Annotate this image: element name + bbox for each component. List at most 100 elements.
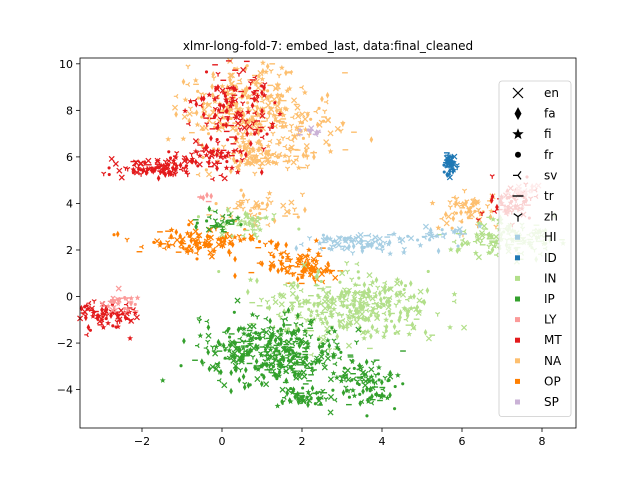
data-point xyxy=(281,94,285,98)
data-point xyxy=(84,314,88,322)
data-point xyxy=(360,247,365,255)
data-point xyxy=(492,209,498,214)
legend-label: fr xyxy=(544,148,553,162)
data-point xyxy=(309,362,313,366)
data-point xyxy=(299,241,304,247)
data-point xyxy=(425,287,430,294)
data-point xyxy=(220,213,226,219)
data-point xyxy=(306,133,312,138)
data-point xyxy=(196,89,200,93)
data-point xyxy=(479,232,486,239)
data-point xyxy=(389,319,394,323)
data-point xyxy=(317,300,322,306)
data-point xyxy=(101,171,107,177)
data-point xyxy=(112,160,119,167)
data-point xyxy=(239,133,246,140)
data-point xyxy=(209,150,216,157)
data-point xyxy=(246,123,253,130)
data-point xyxy=(369,136,374,143)
data-point xyxy=(212,218,218,223)
data-point xyxy=(370,241,376,247)
data-point xyxy=(241,124,248,131)
data-point xyxy=(83,302,90,309)
data-point xyxy=(201,95,206,102)
data-point xyxy=(304,344,311,350)
data-point xyxy=(321,342,325,346)
data-point xyxy=(108,155,115,162)
data-point xyxy=(429,200,436,206)
data-point xyxy=(298,370,304,375)
data-point xyxy=(185,64,191,70)
data-point xyxy=(327,269,334,275)
data-point xyxy=(234,110,241,116)
data-point xyxy=(291,386,296,394)
data-point xyxy=(315,357,322,364)
data-point xyxy=(141,166,146,174)
data-point xyxy=(226,138,230,142)
legend: en fa fi fr sv tr zh HI ID IN IP LY MT NA OP SP xyxy=(498,80,572,418)
data-point xyxy=(245,198,251,204)
data-point xyxy=(297,227,301,231)
data-point xyxy=(416,238,420,242)
data-point xyxy=(314,312,321,318)
data-point xyxy=(280,112,287,118)
data-point xyxy=(335,242,342,249)
data-point xyxy=(258,211,262,216)
data-point xyxy=(323,315,328,322)
data-point xyxy=(279,265,284,273)
data-point xyxy=(349,277,355,283)
data-point xyxy=(301,262,308,269)
data-point xyxy=(157,165,161,169)
data-point xyxy=(215,164,219,172)
data-point xyxy=(258,352,265,358)
data-point xyxy=(204,101,211,107)
data-point xyxy=(298,322,304,328)
data-point xyxy=(294,296,298,300)
data-point xyxy=(370,360,376,366)
data-point xyxy=(439,216,445,222)
data-point xyxy=(275,92,280,99)
data-point xyxy=(232,86,239,93)
data-point xyxy=(348,320,353,327)
data-point xyxy=(221,153,228,160)
data-point xyxy=(402,306,409,312)
data-point xyxy=(488,208,495,214)
data-point xyxy=(271,212,277,218)
data-point xyxy=(290,305,295,312)
legend-swatch xyxy=(515,317,520,323)
data-point xyxy=(228,106,235,113)
data-point xyxy=(206,324,211,331)
data-point xyxy=(184,155,189,163)
data-point xyxy=(237,336,243,342)
data-point xyxy=(405,312,410,319)
data-point xyxy=(261,146,267,152)
data-point xyxy=(107,166,111,170)
data-point xyxy=(382,375,388,381)
data-point xyxy=(154,164,160,170)
data-point xyxy=(100,310,106,316)
data-point xyxy=(246,288,250,296)
data-point xyxy=(369,400,375,406)
legend-label: OP xyxy=(544,374,561,388)
data-point xyxy=(324,265,331,272)
data-point xyxy=(243,119,249,124)
data-point xyxy=(345,376,352,383)
x-tick-label: 4 xyxy=(379,435,386,448)
data-point xyxy=(329,244,335,249)
data-point xyxy=(363,300,369,306)
data-point xyxy=(284,87,291,94)
data-point xyxy=(343,245,350,252)
data-point xyxy=(239,151,244,159)
data-point xyxy=(204,70,209,74)
data-point xyxy=(286,307,291,314)
data-point xyxy=(289,284,296,291)
data-point xyxy=(179,236,186,243)
data-point xyxy=(441,232,447,237)
data-point xyxy=(307,272,313,278)
y-tick-label: 8 xyxy=(66,104,73,117)
data-point xyxy=(354,261,360,267)
data-point xyxy=(387,250,394,257)
data-point xyxy=(392,323,397,331)
data-point xyxy=(370,308,376,314)
data-point xyxy=(270,354,275,359)
